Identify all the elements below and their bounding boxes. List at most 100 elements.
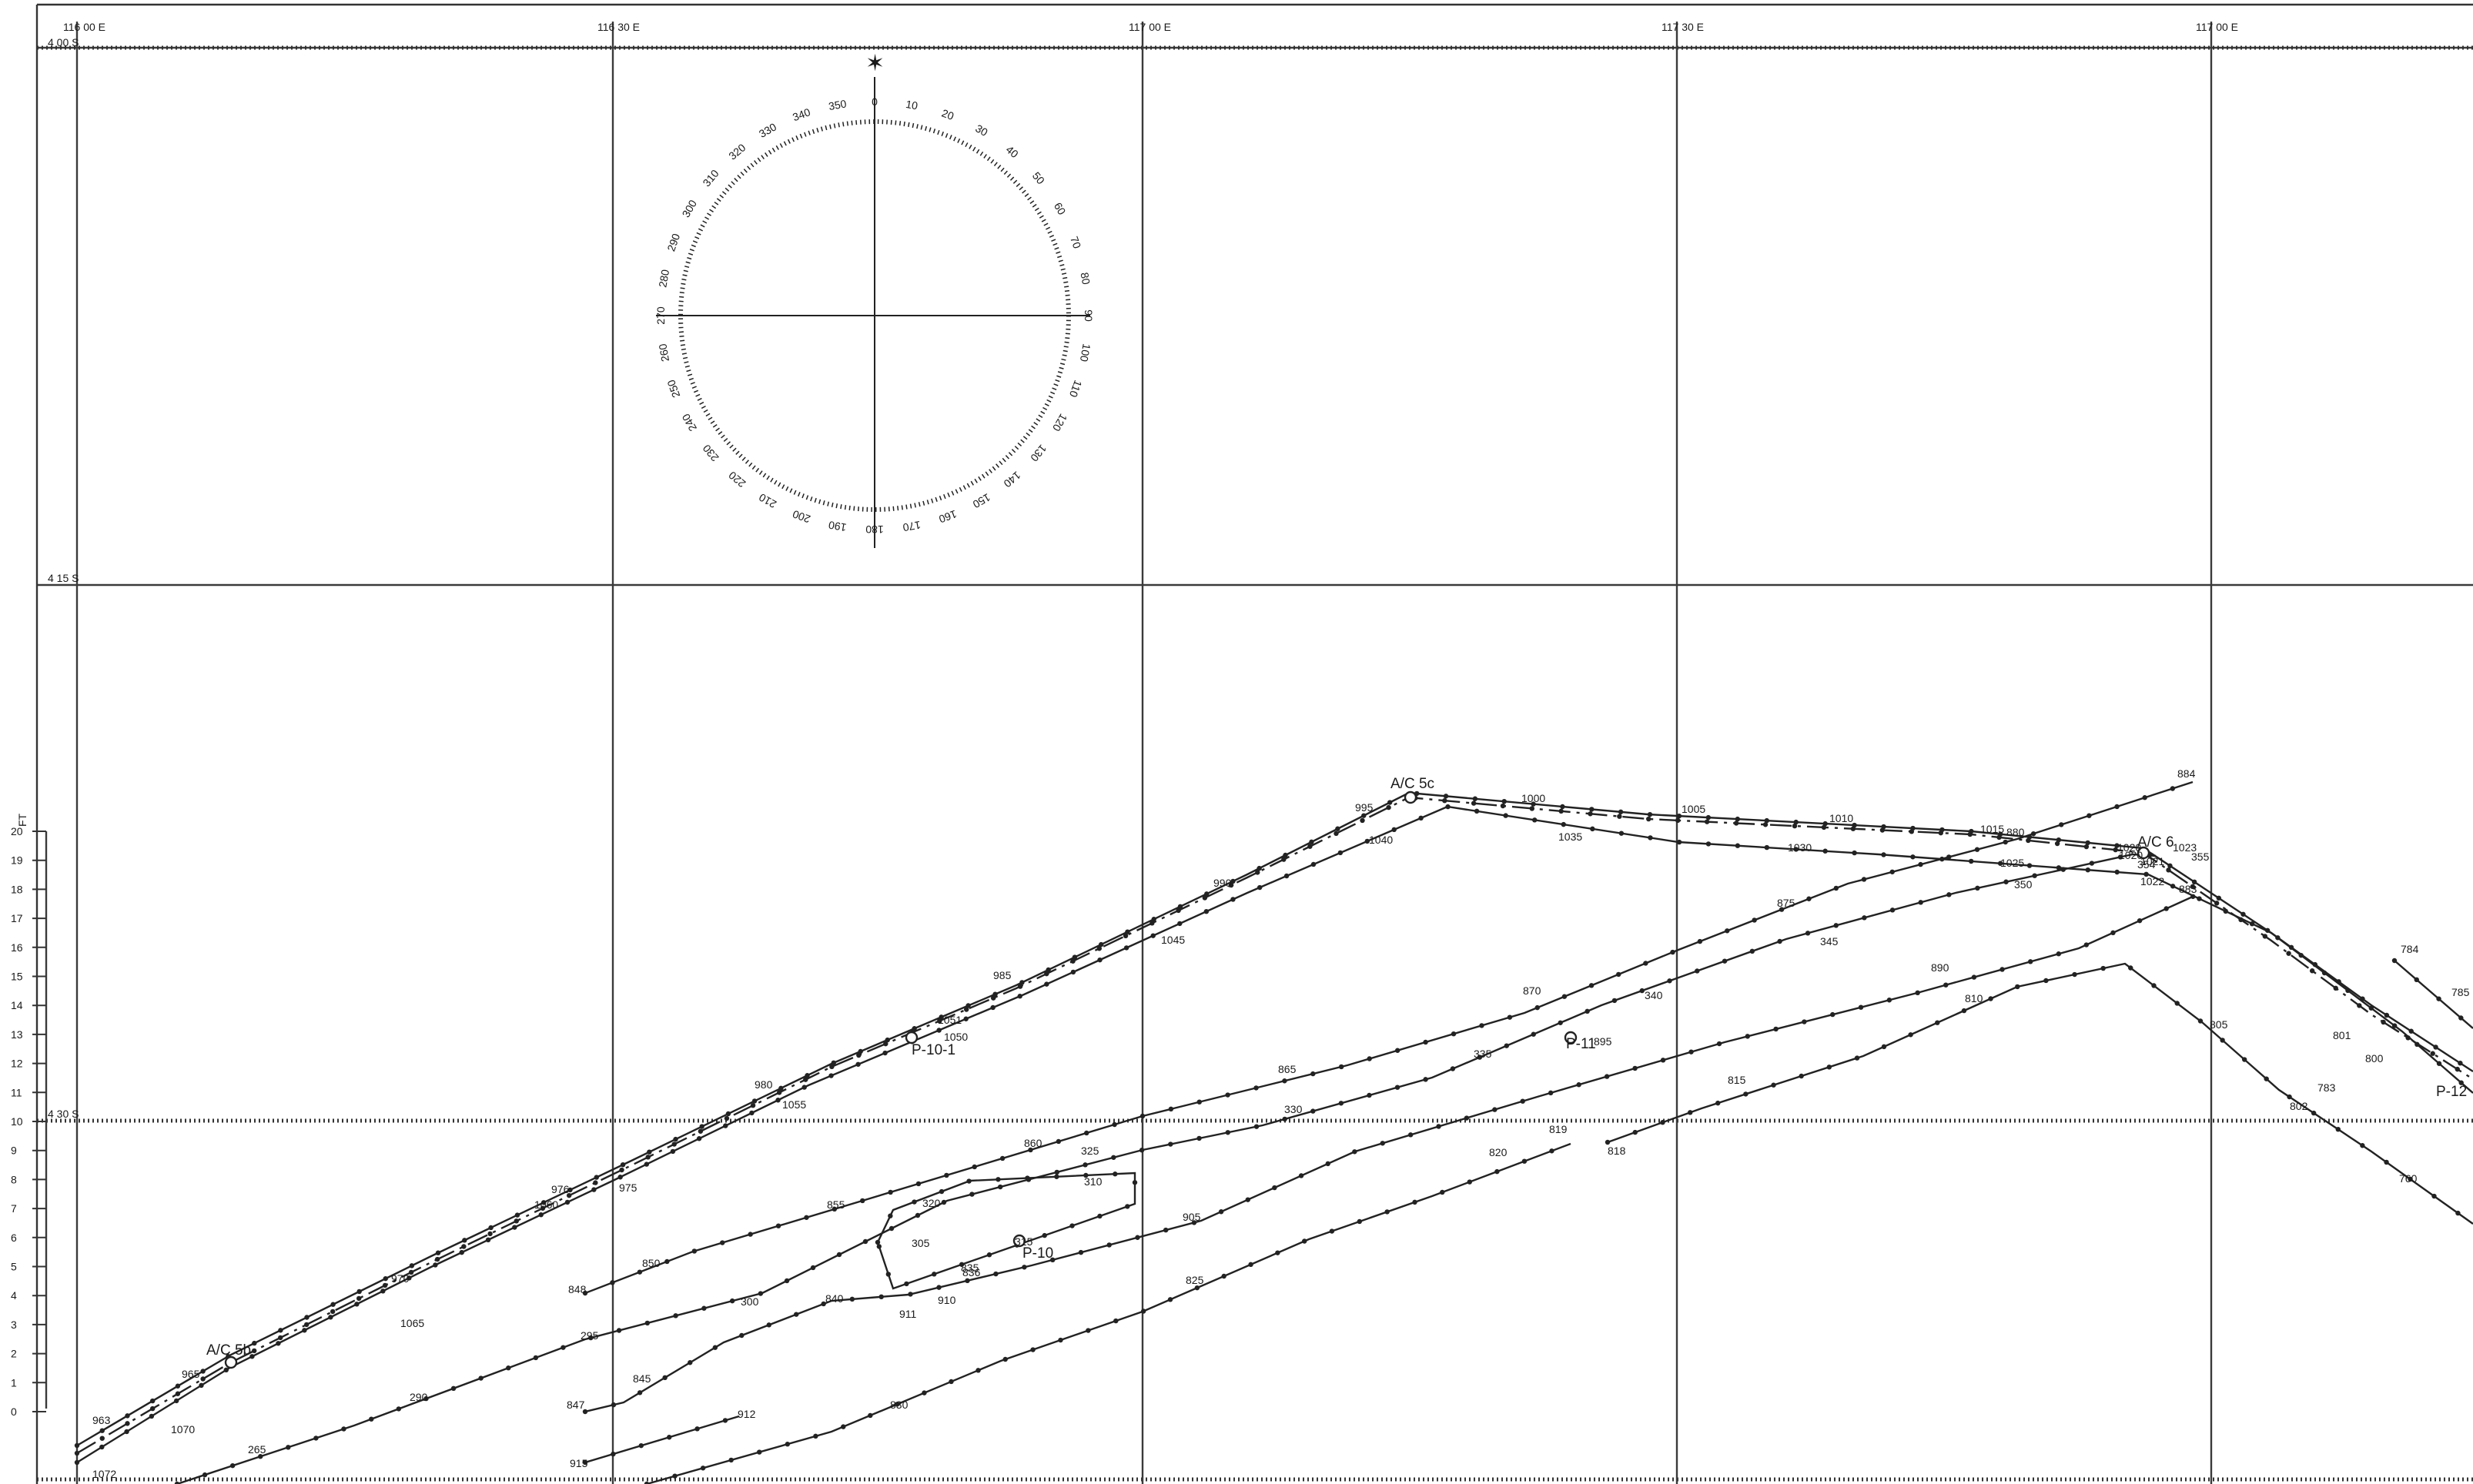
- track-point: [1660, 1120, 1665, 1125]
- track-point: [1477, 1055, 1483, 1060]
- scale-label: 12: [11, 1058, 23, 1070]
- track-point: [1083, 1172, 1089, 1178]
- track-point: [1558, 808, 1564, 814]
- track-point: [2360, 1143, 2365, 1148]
- track-point: [2414, 977, 2419, 983]
- track-point: [936, 1285, 942, 1290]
- scale-label: 16: [11, 941, 23, 954]
- track-point: [1881, 824, 1886, 830]
- track-point: [1604, 1074, 1610, 1079]
- track-point: [725, 1111, 731, 1117]
- track-point: [1123, 945, 1129, 951]
- track-point: [328, 1315, 333, 1320]
- track-number-label: 976: [551, 1183, 570, 1195]
- track-point: [2431, 1193, 2437, 1199]
- track-number-label: 295: [581, 1329, 599, 1342]
- compass-degree-label: 320: [726, 141, 748, 162]
- track-point: [99, 1428, 105, 1433]
- track-point: [828, 1073, 834, 1078]
- track-point: [2114, 869, 2120, 875]
- compass-degree-label: 20: [940, 107, 955, 122]
- track-point: [766, 1322, 771, 1328]
- track-point: [1218, 1209, 1224, 1215]
- track-point: [2128, 965, 2133, 971]
- track-number-label: 965: [182, 1368, 200, 1380]
- track-point: [722, 1418, 728, 1423]
- track-point: [1046, 967, 1051, 973]
- track-815-805: [1607, 962, 2473, 1225]
- compass-degree-label: 100: [1078, 343, 1093, 363]
- track-point: [1529, 806, 1535, 811]
- track-point: [276, 1341, 281, 1346]
- track-point: [506, 1365, 511, 1371]
- track-point: [1329, 1228, 1335, 1234]
- track-number-label: 354: [2137, 858, 2156, 871]
- lon-label-2: 116 30 E: [597, 21, 640, 33]
- track-point: [965, 1278, 970, 1284]
- track-point: [949, 1379, 954, 1385]
- track-number-label: 884: [2177, 767, 2196, 780]
- track-number-label: 1055: [782, 1098, 806, 1111]
- track-point: [915, 1212, 921, 1218]
- track-point: [1337, 850, 1344, 856]
- track-point: [538, 1212, 544, 1218]
- track-point: [2238, 917, 2244, 923]
- compass-degree-label: 180: [865, 523, 884, 536]
- track-point: [2027, 959, 2033, 964]
- track-point: [992, 991, 998, 997]
- track-point: [969, 1192, 975, 1197]
- track-point: [1123, 933, 1129, 939]
- track-point: [966, 1178, 972, 1184]
- track-point: [582, 1409, 588, 1415]
- track-number-label: 801: [2333, 1029, 2351, 1041]
- track-point: [2336, 979, 2341, 984]
- track-point: [1364, 838, 1370, 844]
- track-point: [990, 995, 996, 1001]
- track-number-label: 350: [2014, 878, 2033, 891]
- track-point: [124, 1429, 129, 1435]
- compass-degree-label: 30: [973, 122, 990, 139]
- track-point: [1443, 794, 1449, 799]
- track-point: [1646, 816, 1651, 822]
- track-number-label: 1023: [2173, 841, 2197, 854]
- track-point: [998, 1184, 1003, 1190]
- track-point: [2163, 906, 2169, 911]
- track-number-label: 1020: [2117, 841, 2141, 854]
- track-point: [2083, 844, 2090, 850]
- track-point: [672, 1473, 678, 1479]
- track-point: [1451, 1031, 1457, 1037]
- scale-label: 5: [11, 1261, 17, 1273]
- track-point: [1025, 1175, 1030, 1181]
- track-point: [2197, 896, 2202, 901]
- track-point: [739, 1332, 745, 1339]
- track-point: [1939, 827, 1945, 833]
- track-point: [912, 1199, 917, 1205]
- track-point: [775, 1223, 781, 1228]
- track-point: [1549, 1148, 1554, 1154]
- track-number-label: 1040: [1369, 834, 1393, 846]
- track-point: [939, 1014, 944, 1020]
- track-point: [1225, 1130, 1230, 1135]
- track-point: [975, 1368, 981, 1373]
- track-point: [1471, 800, 1477, 806]
- track-number-label: 985: [993, 969, 1012, 981]
- track-point: [1590, 826, 1595, 832]
- lat-label-2: 4 15 S: [48, 572, 79, 584]
- track-point: [638, 1442, 644, 1449]
- track-number-label: 820: [1489, 1146, 1508, 1158]
- track-point: [1440, 1189, 1445, 1195]
- track-point: [199, 1382, 204, 1389]
- track-point: [804, 1215, 809, 1220]
- track-point: [2384, 1012, 2390, 1018]
- track-point: [2391, 1023, 2398, 1028]
- track-point: [990, 1004, 996, 1011]
- track-point: [2249, 921, 2255, 927]
- track-point: [2174, 1001, 2180, 1006]
- track-point: [1799, 1073, 1804, 1079]
- track-point: [688, 1360, 693, 1365]
- p10-1-label: P-10-1: [912, 1042, 955, 1058]
- track-point: [1275, 1250, 1280, 1255]
- track-point: [801, 1085, 807, 1090]
- track-point: [1632, 1129, 1638, 1135]
- track-point: [1298, 1173, 1304, 1178]
